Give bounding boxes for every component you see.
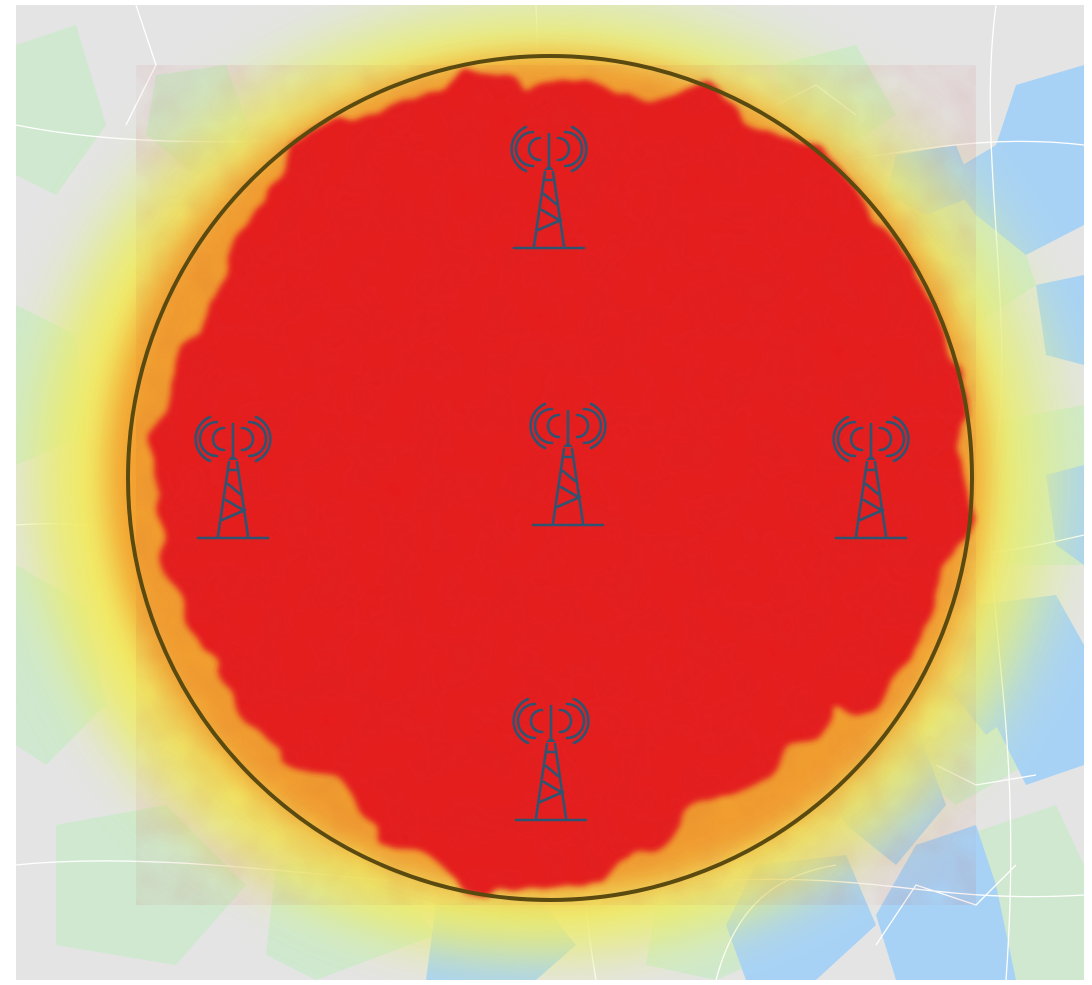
cell-tower-icon[interactable] xyxy=(523,397,613,537)
cell-tower-icon[interactable] xyxy=(506,692,596,832)
cell-tower-icon[interactable] xyxy=(188,410,278,550)
cell-tower-icon[interactable] xyxy=(826,410,916,550)
coverage-range-ring xyxy=(126,54,974,902)
cell-tower-icon[interactable] xyxy=(504,120,594,260)
coverage-map[interactable] xyxy=(16,5,1084,980)
